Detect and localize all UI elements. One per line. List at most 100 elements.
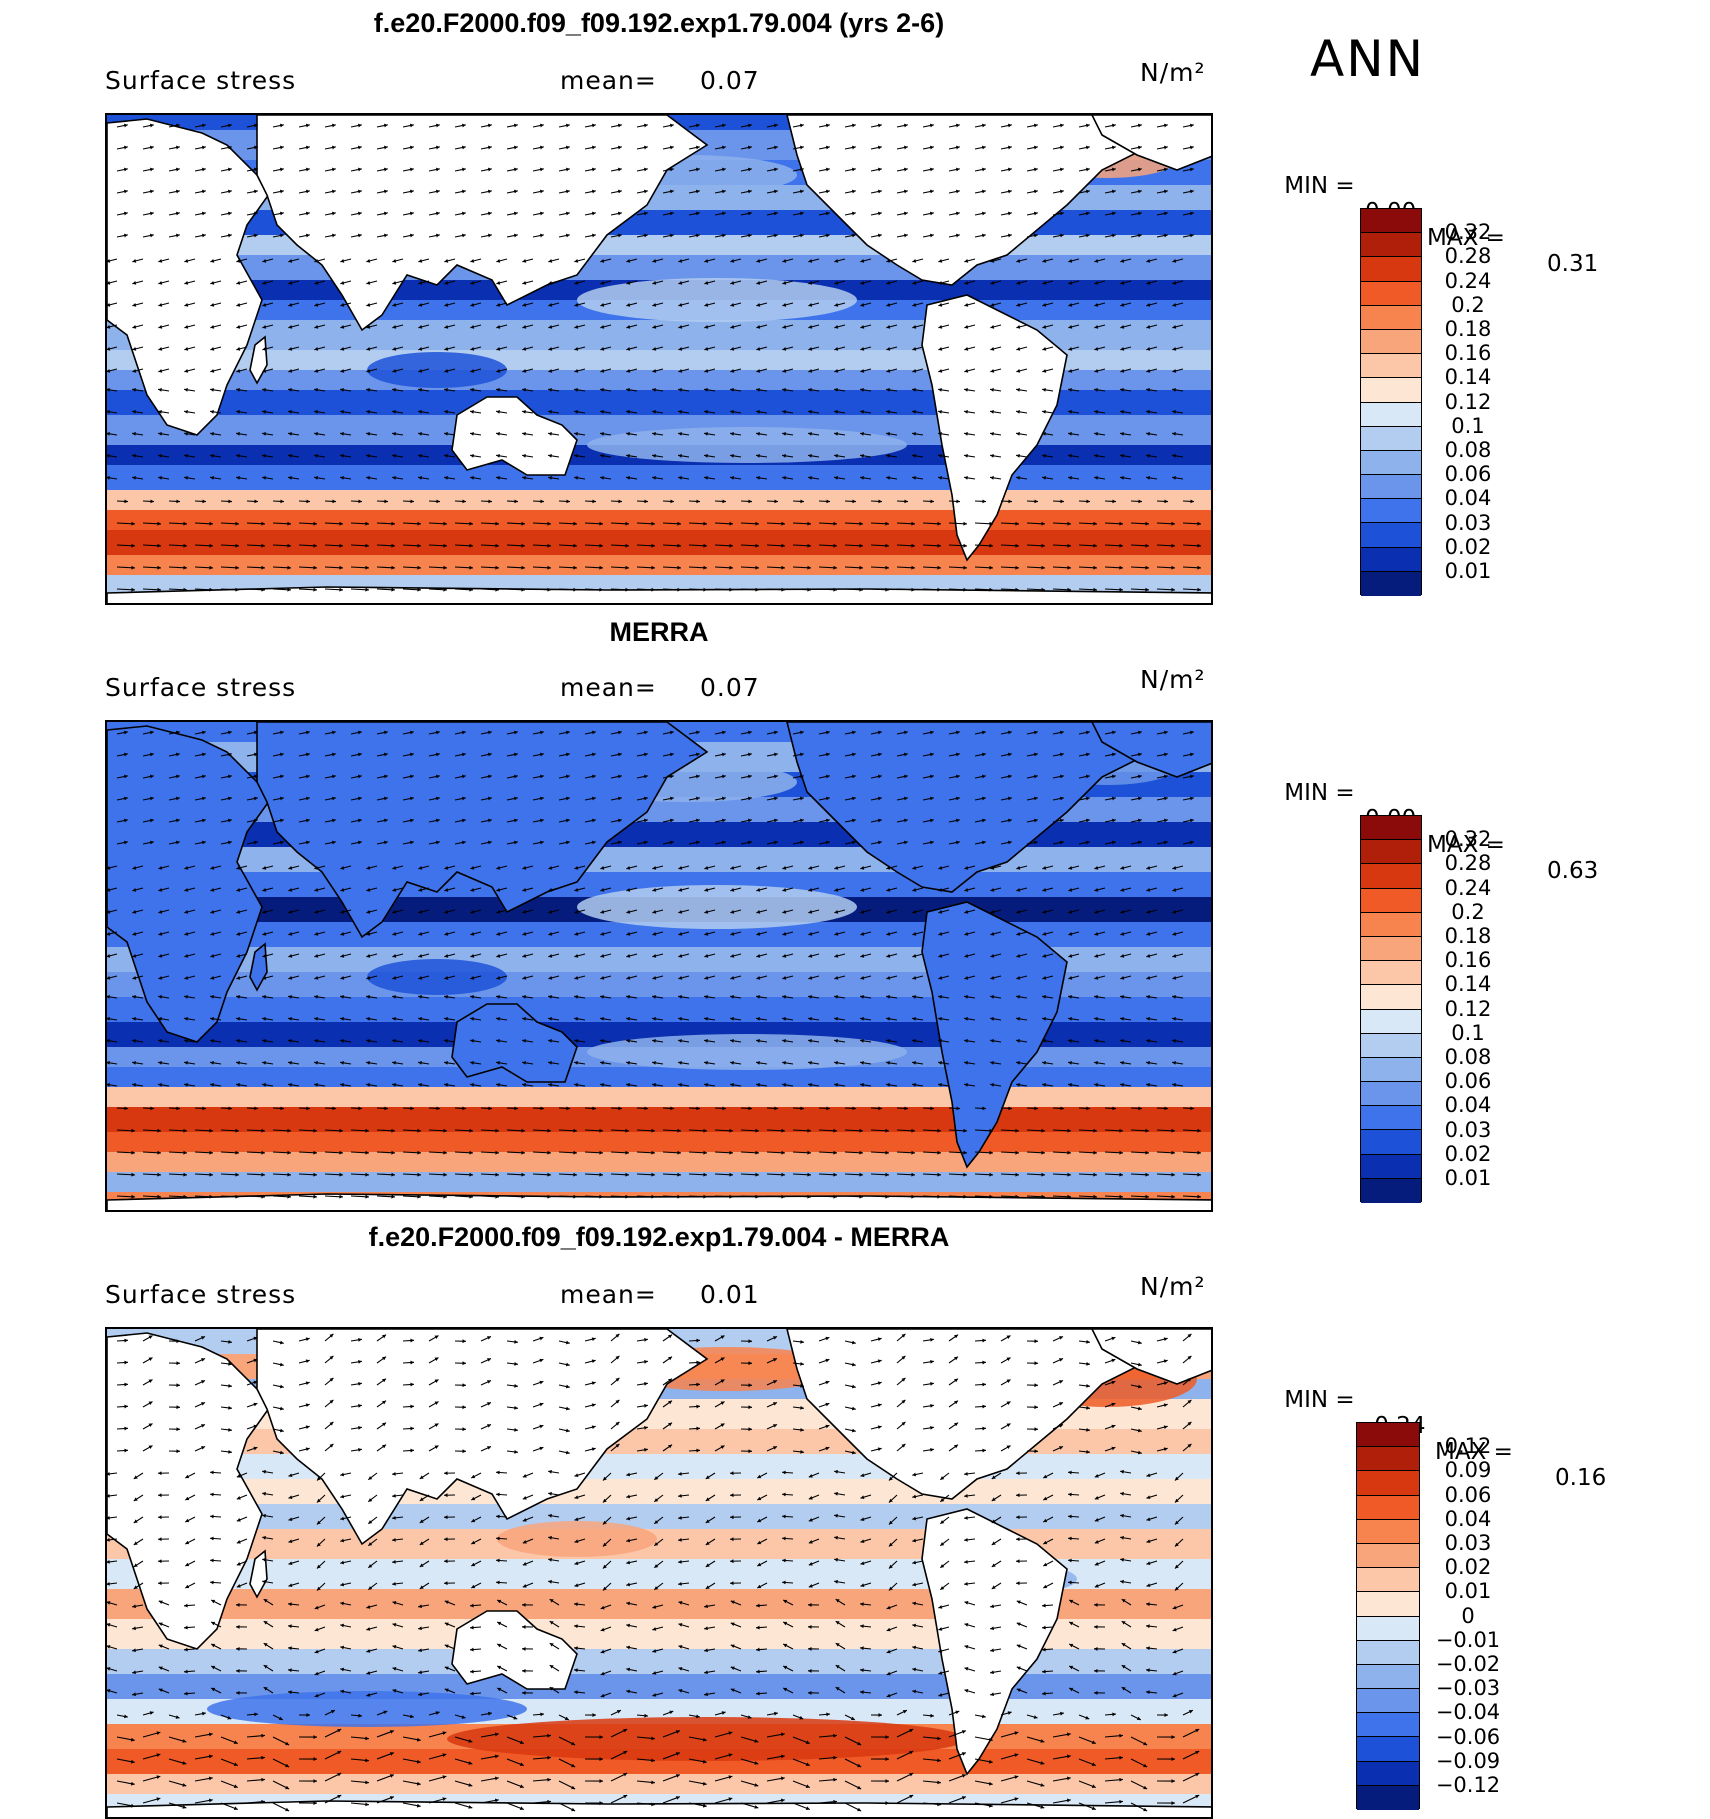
panel-title: f.e20.F2000.f09_f09.192.exp1.79.004 - ME… [105, 1222, 1213, 1253]
colorbar-tick-label: 0.28 [1428, 852, 1508, 874]
colorbar-swatch [1361, 282, 1421, 306]
colorbar-tick-label: 0.16 [1428, 342, 1508, 364]
field-band [107, 1172, 1213, 1192]
colorbar-tick-label: 0.14 [1428, 366, 1508, 388]
field-feature [577, 885, 857, 929]
colorbar-tick-label: 0.06 [1428, 1070, 1508, 1092]
colorbar-tick-label: 0.32 [1428, 828, 1508, 850]
colorbar-tick-label: 0.04 [1428, 487, 1508, 509]
field-band [107, 1774, 1213, 1794]
colorbar-swatch [1361, 1130, 1421, 1154]
field-band [107, 1479, 1213, 1504]
colorbar-tick-label: 0.16 [1428, 949, 1508, 971]
field-band [107, 235, 1213, 255]
variable-label: Surface stress [105, 673, 296, 702]
colorbar-swatch [1361, 403, 1421, 427]
mean-value: 0.01 [700, 1280, 760, 1309]
colorbar-tick-label: 0.12 [1428, 998, 1508, 1020]
colorbar-swatch [1361, 864, 1421, 888]
colorbar-swatch [1361, 330, 1421, 354]
field-band [107, 1067, 1213, 1087]
colorbar-swatch [1361, 427, 1421, 451]
field-feature [587, 1034, 907, 1070]
colorbar-tick-label: 0.12 [1428, 391, 1508, 413]
colorbar-tick-label: 0.02 [1428, 1143, 1508, 1165]
season-label: ANN [1310, 30, 1425, 88]
colorbar-swatch [1361, 1034, 1421, 1058]
field-feature [207, 1691, 527, 1727]
colorbar-swatch [1361, 572, 1421, 596]
variable-label: Surface stress [105, 1280, 296, 1309]
colorbar-tick-label: 0.24 [1428, 877, 1508, 899]
mean-label: mean= [560, 1280, 657, 1309]
max-value: 0.31 [1547, 251, 1598, 277]
colorbar-tick-label: 0.18 [1428, 318, 1508, 340]
stress-map [105, 113, 1213, 605]
colorbar-tick-label: 0.01 [1428, 560, 1508, 582]
colorbar [1360, 208, 1422, 595]
colorbar-tick-label: 0.2 [1428, 294, 1508, 316]
mean-value: 0.07 [700, 673, 760, 702]
colorbar-swatch [1361, 451, 1421, 475]
field-band [107, 555, 1213, 575]
colorbar-swatch [1361, 257, 1421, 281]
field-feature [587, 427, 907, 463]
colorbar-swatch [1361, 816, 1421, 840]
units-label: N/m² [1140, 665, 1206, 694]
variable-label: Surface stress [105, 66, 296, 95]
field-band [107, 1107, 1213, 1132]
min-max-readout: MIN = 0.00 MAX = 0.31 [1255, 147, 1355, 303]
colorbar-swatch [1361, 233, 1421, 257]
field-band [107, 465, 1213, 490]
colorbar-swatch [1361, 913, 1421, 937]
colorbar-swatch [1361, 1106, 1421, 1130]
colorbar [1360, 815, 1422, 1202]
colorbar-tick-label: 0.28 [1428, 245, 1508, 267]
colorbar-tick-label: 0.2 [1428, 901, 1508, 923]
colorbar-swatch [1361, 889, 1421, 913]
stress-map [105, 1327, 1213, 1819]
colorbar-swatch [1361, 1010, 1421, 1034]
colorbar-tick-label: 0.14 [1428, 973, 1508, 995]
field-band [107, 530, 1213, 555]
colorbar-tick-label: 0.04 [1428, 1094, 1508, 1116]
colorbar-swatch [1361, 306, 1421, 330]
colorbar-tick-label: 0.03 [1428, 1119, 1508, 1141]
colorbar-swatch [1361, 499, 1421, 523]
colorbar-tick-label: 0.18 [1428, 925, 1508, 947]
colorbar-swatch [1361, 1058, 1421, 1082]
colorbar-tick-label: 0.1 [1428, 415, 1508, 437]
mean-value: 0.07 [700, 66, 760, 95]
stress-map [105, 720, 1213, 1212]
colorbar-tick-label: 0.24 [1428, 270, 1508, 292]
colorbar-tick-label: 0.32 [1428, 221, 1508, 243]
colorbar-swatch [1361, 1179, 1421, 1203]
colorbar-tick-label: 0.03 [1428, 512, 1508, 534]
field-band [107, 490, 1213, 510]
field-band [107, 1152, 1213, 1172]
field-feature [497, 1521, 657, 1557]
field-feature [577, 278, 857, 322]
colorbar-swatch [1361, 985, 1421, 1009]
mean-label: mean= [560, 66, 657, 95]
panel-title: f.e20.F2000.f09_f09.192.exp1.79.004 (yrs… [105, 8, 1213, 39]
field-band [107, 1087, 1213, 1107]
colorbar-swatch [1361, 937, 1421, 961]
field-band [107, 510, 1213, 530]
colorbar-swatch [1361, 354, 1421, 378]
units-label: N/m² [1140, 58, 1206, 87]
colorbar-swatch [1361, 209, 1421, 233]
field-feature [447, 1717, 967, 1761]
mean-label: mean= [560, 673, 657, 702]
colorbar-swatch [1361, 475, 1421, 499]
colorbar-swatch [1361, 1082, 1421, 1106]
field-feature [367, 352, 507, 388]
colorbar-swatch [1361, 1155, 1421, 1179]
colorbar-tick-label: 0.01 [1428, 1167, 1508, 1189]
max-value: 0.63 [1547, 858, 1598, 884]
min-label: MIN = [1284, 780, 1354, 806]
field-band [107, 1649, 1213, 1674]
colorbar-swatch [1361, 840, 1421, 864]
colorbar-tick-label: 0.1 [1428, 1022, 1508, 1044]
field-feature [367, 959, 507, 995]
